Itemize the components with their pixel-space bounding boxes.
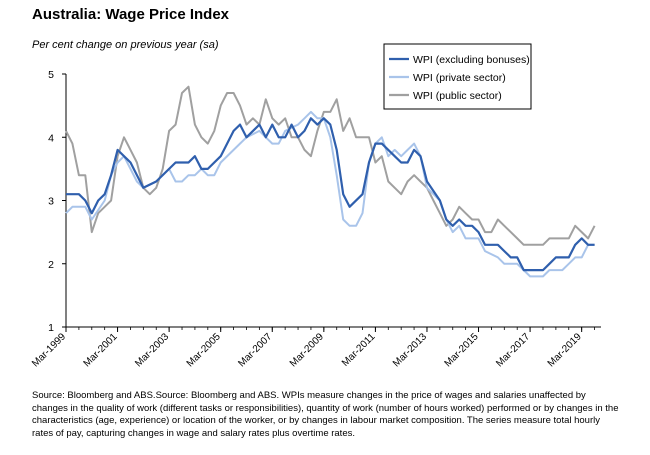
y-tick-label: 3: [48, 196, 54, 208]
legend: WPI (excluding bonuses) WPI (private sect…: [383, 43, 532, 110]
legend-label: WPI (private sector): [413, 72, 506, 84]
x-tick-label: Mar-2015: [443, 331, 481, 369]
line-chart: 1 2 3 4 5 Mar-1999 Mar-2001 Mar-2003 Mar-2005 Mar…: [30, 43, 601, 369]
x-tick-label: Mar-2011: [340, 331, 378, 369]
x-tick-label: Mar-2019: [546, 331, 584, 369]
chart-title: Australia: Wage Price Index: [32, 6, 230, 23]
x-tick-label: Mar-2009: [288, 331, 326, 369]
series-lines: [65, 85, 596, 278]
x-tick-label: Mar-2017: [494, 331, 532, 369]
series-line-1: [66, 117, 595, 272]
y-tick-label: 2: [48, 259, 54, 271]
source-note: Source: Bloomberg and ABS.Source: Bloomb…: [32, 390, 619, 439]
legend-label: WPI (public sector): [413, 90, 502, 102]
x-tick-label: Mar-2001: [82, 331, 120, 369]
axes: 1 2 3 4 5 Mar-1999 Mar-2001 Mar-2003 Mar-2005 Mar…: [30, 69, 601, 369]
legend-label: WPI (excluding bonuses): [413, 54, 530, 66]
x-tick-label: Mar-2013: [391, 331, 429, 369]
x-tick-label: Mar-2007: [236, 331, 274, 369]
series-line-2: [65, 110, 595, 278]
y-axis-label: Per cent change on previous year (sa): [32, 39, 219, 51]
y-tick-label: 5: [48, 69, 54, 81]
series-line-3: [65, 85, 596, 246]
x-tick-label: Mar-1999: [30, 331, 68, 369]
x-tick-label: Mar-2005: [185, 331, 223, 369]
y-tick-label: 4: [48, 132, 54, 144]
y-tick-label: 1: [48, 322, 54, 334]
x-tick-label: Mar-2003: [133, 331, 171, 369]
